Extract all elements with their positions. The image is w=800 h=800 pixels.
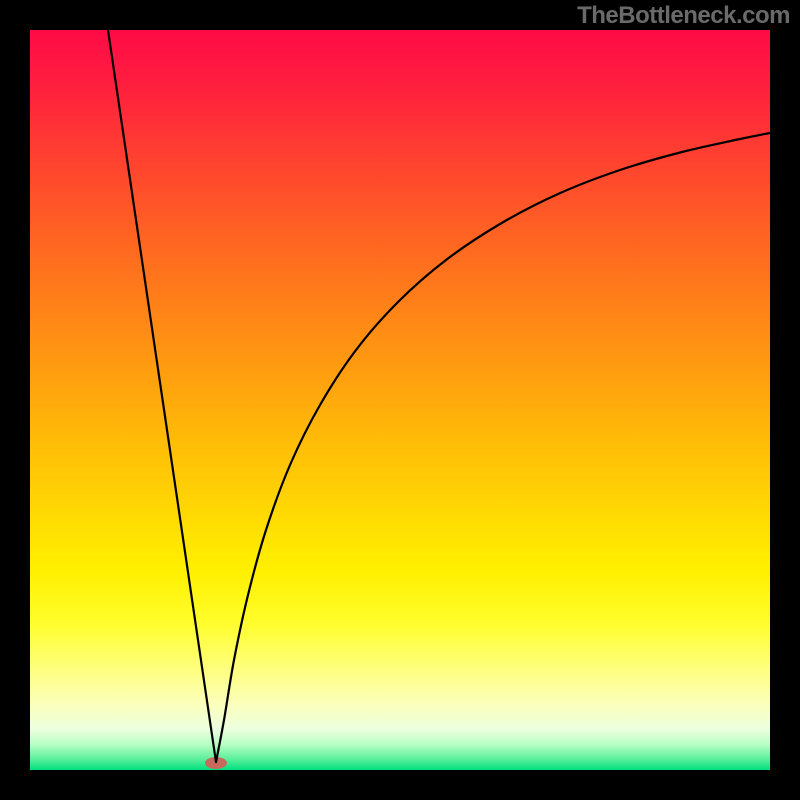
plot-background [30, 30, 770, 770]
chart-svg [0, 0, 800, 800]
chart-container: { "watermark": { "text": "TheBottleneck.… [0, 0, 800, 800]
watermark-text: TheBottleneck.com [577, 2, 790, 30]
